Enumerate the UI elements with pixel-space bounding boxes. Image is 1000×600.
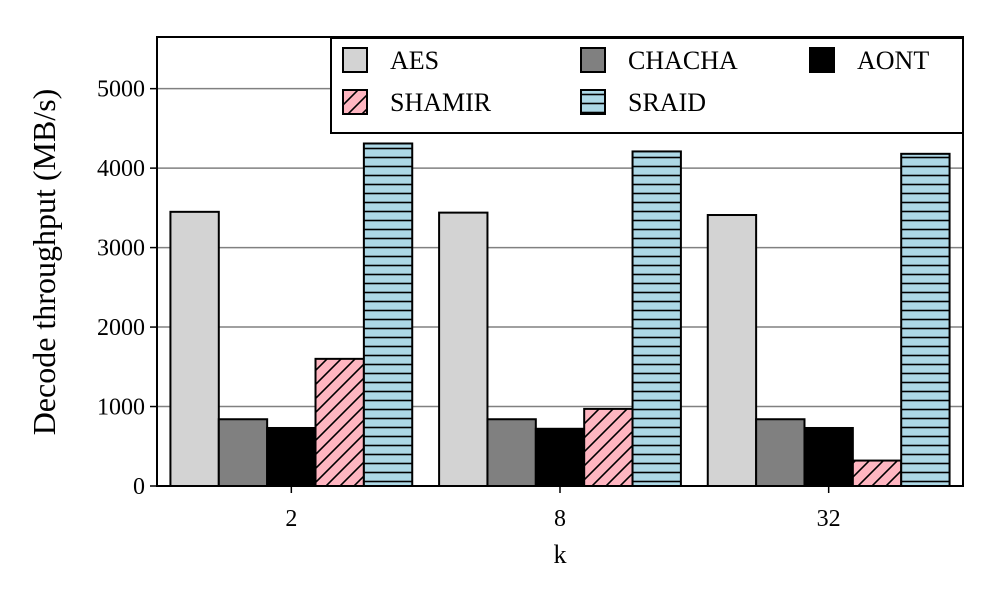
bar-aes-k8 bbox=[438, 211, 489, 487]
bar-chacha-k2 bbox=[217, 418, 269, 488]
legend-swatch-sraid bbox=[580, 89, 606, 115]
bar-sraid-k2 bbox=[362, 142, 414, 487]
legend-swatch-aes bbox=[342, 47, 368, 73]
y-axis-title: Decode throughput (MB/s) bbox=[26, 89, 62, 436]
bar-shamir-k2 bbox=[314, 357, 365, 487]
legend-label-sraid: SRAID bbox=[628, 88, 706, 117]
legend-label-aes: AES bbox=[390, 46, 439, 75]
legend-label-aont: AONT bbox=[857, 46, 929, 75]
x-tick-label: 8 bbox=[554, 506, 566, 532]
y-tick-label: 5000 bbox=[97, 77, 145, 103]
y-axis: 0 1000 2000 3000 4000 5000 bbox=[97, 77, 157, 500]
bar-aont-k8 bbox=[534, 427, 586, 487]
legend-box bbox=[330, 37, 964, 134]
bars bbox=[169, 142, 951, 488]
legend-swatch-shamir bbox=[342, 89, 368, 115]
bar-sraid-k32 bbox=[900, 152, 951, 488]
bar-chacha-k8 bbox=[486, 418, 537, 488]
x-tick-label: 32 bbox=[817, 506, 841, 532]
x-tick-label: 2 bbox=[285, 506, 297, 532]
bar-aont-k2 bbox=[266, 426, 317, 487]
legend: AES CHACHA AONT SHAMIR SRAID bbox=[330, 37, 964, 134]
gridlines bbox=[157, 87, 963, 408]
bar-chacha-k32 bbox=[755, 418, 806, 488]
y-tick-label: 0 bbox=[133, 474, 145, 500]
x-axis: 2 8 32 bbox=[285, 486, 841, 532]
bar-aes-k2 bbox=[169, 210, 220, 488]
y-tick-label: 1000 bbox=[97, 395, 145, 421]
y-tick-label: 3000 bbox=[97, 236, 145, 262]
y-tick-label: 2000 bbox=[97, 315, 145, 341]
y-tick-label: 4000 bbox=[97, 156, 145, 182]
legend-label-shamir: SHAMIR bbox=[390, 88, 492, 117]
x-axis-title: k bbox=[554, 540, 567, 569]
bar-shamir-k8 bbox=[583, 407, 634, 487]
bar-aes-k32 bbox=[706, 214, 758, 487]
bar-shamir-k32 bbox=[851, 459, 903, 488]
bar-aont-k32 bbox=[803, 426, 854, 487]
legend-label-chacha: CHACHA bbox=[628, 46, 738, 75]
legend-swatch-aont bbox=[809, 47, 835, 73]
bar-sraid-k8 bbox=[631, 150, 682, 487]
legend-swatch-chacha bbox=[580, 47, 606, 73]
